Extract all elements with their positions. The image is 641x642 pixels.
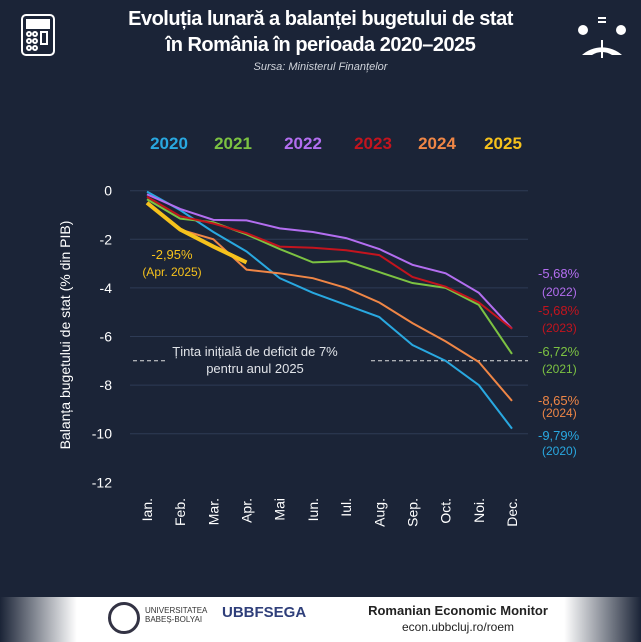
y-tick-label: -8: [100, 377, 113, 393]
y-tick-label: -10: [92, 426, 112, 442]
series-line-2024: [146, 202, 513, 402]
legend-2023: 2023: [354, 134, 392, 153]
series-line-2020: [146, 190, 513, 430]
legend-2024: 2024: [418, 134, 456, 153]
y-axis-label: Balanța bugetului de stat (% din PIB): [57, 221, 73, 450]
fsega-logo: UBBFSEGA: [222, 604, 307, 621]
x-tick-label: Sep.: [404, 498, 420, 527]
title-line1: Evoluția lunară a balanței bugetului de …: [128, 8, 513, 30]
x-tick-label: Iun.: [305, 498, 321, 521]
x-tick-label: Dec.: [504, 498, 520, 527]
calculator-icon: [21, 14, 55, 56]
x-tick-label: Oct.: [438, 498, 454, 524]
end-label-2025: -2,95%: [151, 247, 193, 262]
end-label-2020: -9,79%: [538, 428, 580, 443]
y-tick-label: -4: [100, 280, 113, 296]
legend-2025: 2025: [484, 134, 522, 153]
y-tick-label: -2: [100, 231, 113, 247]
legend-2022: 2022: [284, 134, 322, 153]
series-line-2021: [146, 198, 513, 355]
series-line-2022: [146, 193, 513, 330]
series-line-2023: [146, 195, 513, 330]
balance-gauge-icon: [578, 17, 626, 58]
x-tick-label: Iul.: [338, 498, 354, 517]
legend-2021: 2021: [214, 134, 252, 153]
end-label-2023: -5,68%: [538, 303, 580, 318]
title-line2: în România în perioada 2020–2025: [165, 34, 476, 56]
x-tick-label: Mar.: [205, 498, 221, 525]
end-label-2021: -6,72%: [538, 344, 580, 359]
ubb-logo-text: UNIVERSITATEA BABEȘ-BOLYAI: [145, 606, 207, 624]
y-tick-label: -12: [92, 474, 112, 490]
series-line-2025: [145, 201, 248, 265]
end-year-2025: (Apr. 2025): [142, 265, 201, 279]
x-tick-label: Feb.: [172, 498, 188, 526]
reference-label-1: Ținta inițială de deficit de 7%: [172, 344, 338, 359]
end-year-2022: (2022): [542, 285, 577, 299]
y-tick-label: -6: [100, 329, 113, 345]
x-tick-label: Apr.: [239, 498, 255, 523]
ubb-seal-logo: [108, 602, 140, 634]
footer: [0, 597, 641, 642]
end-year-2024: (2024): [542, 406, 577, 420]
x-tick-label: Mai: [272, 498, 288, 521]
end-year-2023: (2023): [542, 321, 577, 335]
end-year-2020: (2020): [542, 444, 577, 458]
end-label-2022: -5,68%: [538, 266, 580, 281]
footer-url[interactable]: econ.ubbcluj.ro/roem: [401, 620, 515, 634]
footer-title: Romanian Economic Monitor: [368, 603, 548, 618]
source: Sursa: Ministerul Finanțelor: [253, 61, 388, 73]
end-year-2021: (2021): [542, 362, 577, 376]
x-tick-label: Aug.: [371, 498, 387, 527]
reference-label-2: pentru anul 2025: [206, 361, 304, 376]
x-tick-label: Ian.: [139, 498, 155, 521]
y-tick-label: 0: [104, 183, 112, 199]
x-tick-label: Noi.: [471, 498, 487, 523]
end-label-2024: -8,65%: [538, 393, 580, 408]
legend-2020: 2020: [150, 134, 188, 153]
